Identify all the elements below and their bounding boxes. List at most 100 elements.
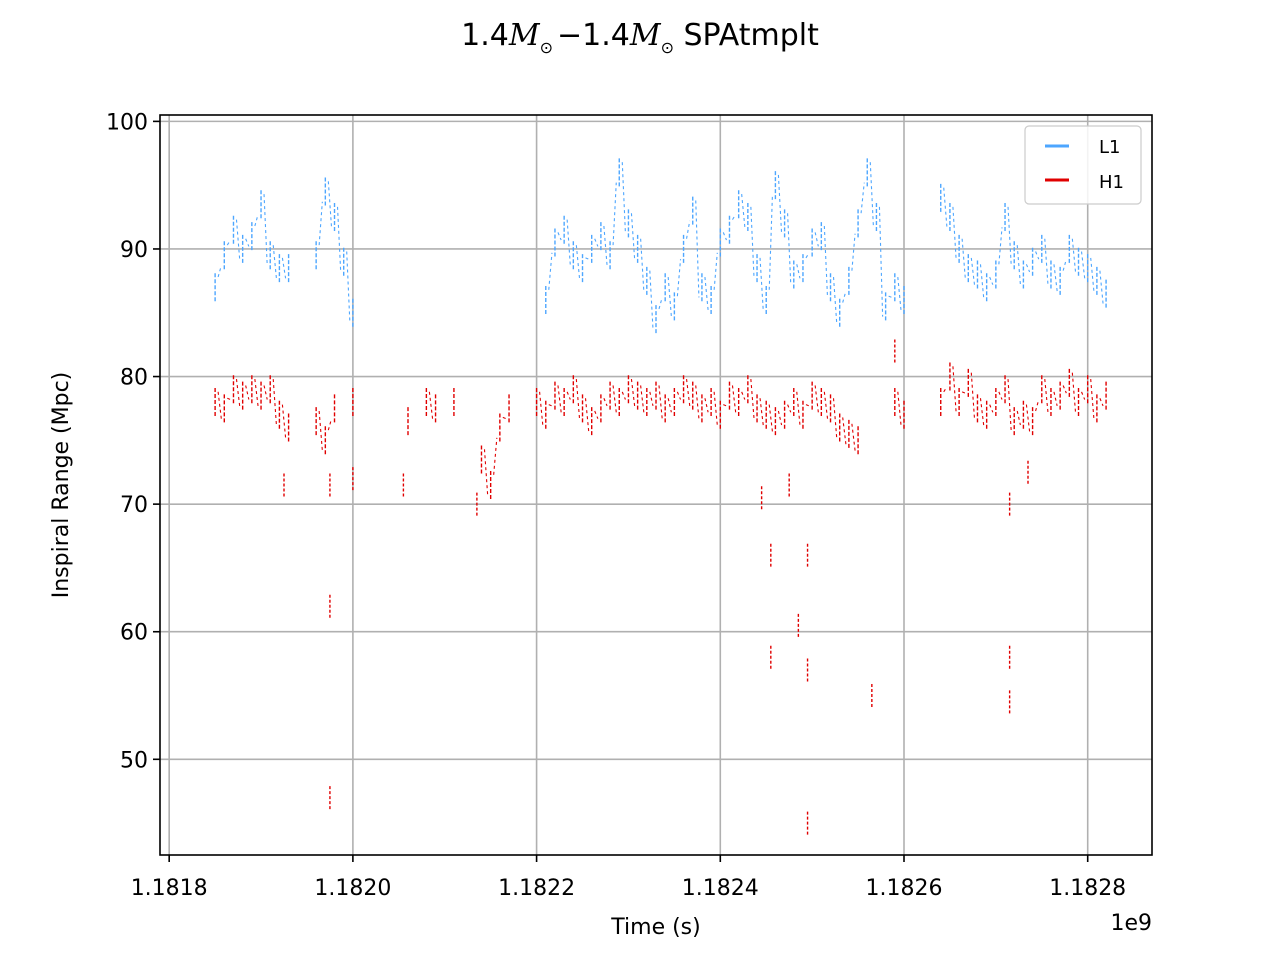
segment-l1 <box>998 227 1003 265</box>
y-tick-label: 70 <box>120 493 148 518</box>
segment-h1 <box>621 391 626 400</box>
segment-l1 <box>226 239 231 246</box>
x-tick-label: 1.1822 <box>498 876 575 901</box>
segment-l1 <box>612 182 617 246</box>
segment-h1 <box>1062 385 1067 394</box>
segment-l1 <box>1025 264 1031 273</box>
x-axis-offset: 1e9 <box>1110 911 1152 936</box>
segment-h1 <box>952 366 957 413</box>
segment-l1 <box>676 259 682 297</box>
segment-h1 <box>603 398 608 407</box>
segment-h1 <box>832 398 838 438</box>
segment-l1 <box>566 219 571 266</box>
segment-l1 <box>1053 264 1058 292</box>
segment-l1 <box>594 238 599 247</box>
segment-h1 <box>704 398 709 413</box>
segment-h1 <box>676 391 682 400</box>
segment-h1 <box>1099 398 1104 407</box>
segment-l1 <box>658 297 663 310</box>
x-tick-label: 1.1820 <box>314 876 391 901</box>
segment-h1 <box>327 418 333 431</box>
segment-l1 <box>1080 251 1086 279</box>
segment-h1 <box>428 391 434 419</box>
segment-h1 <box>731 385 737 413</box>
segment-l1 <box>557 232 562 241</box>
segment-h1 <box>805 404 810 407</box>
segment-l1 <box>943 187 948 228</box>
segment-h1 <box>272 379 277 426</box>
segment-l1 <box>713 252 718 290</box>
segment-l1 <box>603 225 608 266</box>
segment-l1 <box>318 201 323 246</box>
segment-h1 <box>750 379 755 419</box>
segment-h1 <box>566 391 571 400</box>
segment-h1 <box>649 391 654 407</box>
segment-l1 <box>796 264 801 279</box>
segment-l1 <box>667 276 672 317</box>
segment-l1 <box>235 219 241 260</box>
segment-h1 <box>1016 410 1021 426</box>
segment-l1 <box>768 195 773 290</box>
segment-h1 <box>961 391 966 394</box>
segment-h1 <box>823 391 829 419</box>
segment-l1 <box>832 276 838 324</box>
segment-l1 <box>777 174 783 234</box>
segment-h1 <box>943 386 948 393</box>
segment-h1 <box>1035 399 1040 412</box>
segment-h1 <box>612 385 617 413</box>
segment-l1 <box>630 213 636 260</box>
segment-h1 <box>686 379 691 406</box>
segment-h1 <box>1071 372 1077 413</box>
segment-h1 <box>1025 404 1031 432</box>
segment-h1 <box>557 385 562 413</box>
x-tick-label: 1.1826 <box>866 876 943 901</box>
chart-title: 1.4M⊙ −1.4M⊙ SPAtmplt <box>461 18 819 57</box>
segment-l1 <box>640 238 645 292</box>
segment-l1 <box>336 206 342 272</box>
y-tick-label: 80 <box>120 366 148 391</box>
segment-h1 <box>1007 379 1012 432</box>
segment-l1 <box>961 238 966 279</box>
segment-h1 <box>768 404 773 432</box>
x-tick-label: 1.1818 <box>131 876 208 901</box>
plot-data <box>214 158 1107 835</box>
segment-h1 <box>217 391 222 419</box>
segment-l1 <box>842 290 847 303</box>
segment-l1 <box>254 214 259 227</box>
segment-l1 <box>327 181 333 228</box>
legend-label-h1: H1 <box>1099 172 1124 193</box>
segment-l1 <box>649 270 654 330</box>
segment-h1 <box>741 391 746 400</box>
legend-label-l1: L1 <box>1099 137 1120 158</box>
segment-h1 <box>777 410 783 426</box>
segment-l1 <box>805 252 810 259</box>
segment-h1 <box>759 398 764 426</box>
segment-h1 <box>245 385 250 400</box>
x-tick-label: 1.1828 <box>1049 876 1126 901</box>
segment-h1 <box>483 449 489 496</box>
segment-h1 <box>851 423 856 451</box>
segment-h1 <box>970 372 976 419</box>
y-axis-ticks: 50 60 70 80 90 100 <box>106 110 160 773</box>
segment-l1 <box>860 182 865 214</box>
segment-l1 <box>851 233 856 271</box>
plot-frame <box>159 114 1153 856</box>
segment-h1 <box>979 398 985 426</box>
segment-h1 <box>1053 391 1058 407</box>
segment-h1 <box>235 379 241 406</box>
segment-l1 <box>869 162 874 228</box>
segment-h1 <box>263 385 268 400</box>
y-tick-label: 60 <box>120 621 148 646</box>
segment-l1 <box>548 252 553 290</box>
segment-h1 <box>667 398 672 413</box>
segment-l1 <box>1007 206 1012 266</box>
segment-h1 <box>227 397 231 401</box>
segment-l1 <box>1016 245 1021 285</box>
segment-h1 <box>787 404 792 413</box>
y-tick-label: 100 <box>106 110 148 135</box>
legend: L1 H1 <box>1024 125 1142 205</box>
x-axis-ticks: 1.1818 1.1820 1.1822 1.1824 1.1826 1.1828 <box>131 855 1126 901</box>
segment-l1 <box>1044 238 1049 285</box>
segment-h1 <box>502 416 507 420</box>
segment-h1 <box>1081 391 1086 400</box>
